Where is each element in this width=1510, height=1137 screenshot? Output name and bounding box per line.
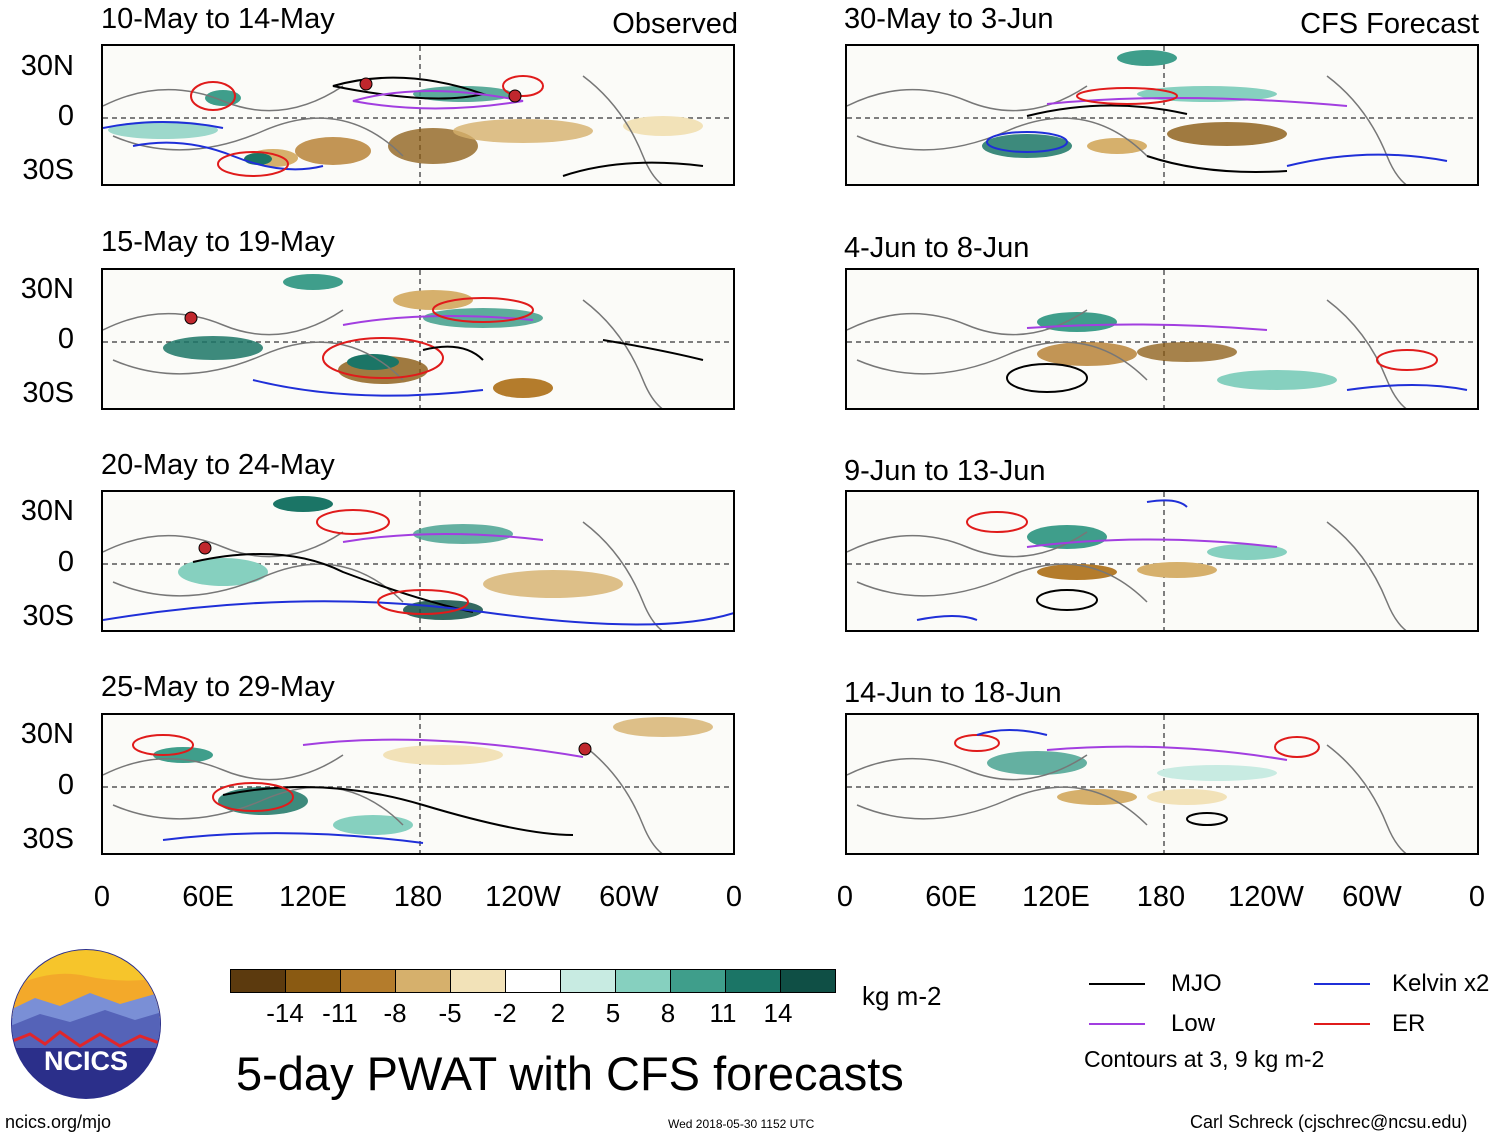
map-panel-obs-3 bbox=[101, 490, 735, 632]
colorbar-cell bbox=[615, 969, 671, 993]
colorbar-tick: 11 bbox=[709, 998, 737, 1028]
lat-label-eq: 0 bbox=[57, 769, 74, 801]
colorbar-cell bbox=[670, 969, 726, 993]
legend-label-kelvin: Kelvin x2 bbox=[1392, 970, 1490, 997]
panel-title-obs-2: 15-May to 19-May bbox=[101, 226, 335, 258]
colorbar-tick: 5 bbox=[605, 998, 621, 1028]
panel-title-fc-3: 9-Jun to 13-Jun bbox=[844, 455, 1046, 487]
panel-title-obs-3: 20-May to 24-May bbox=[101, 449, 335, 481]
colorbar-tick: -2 bbox=[493, 998, 517, 1028]
main-title: 5-day PWAT with CFS forecasts bbox=[236, 1047, 904, 1100]
legend-swatch-low bbox=[1089, 1023, 1145, 1025]
panel-title-fc-4: 14-Jun to 18-Jun bbox=[844, 677, 1062, 709]
lon-label-60w: 60W bbox=[599, 881, 659, 913]
colorbar-tick: -8 bbox=[383, 998, 407, 1028]
map-panel-fc-3 bbox=[845, 490, 1479, 632]
lat-label-30n: 30N bbox=[20, 273, 74, 305]
lat-label-30n: 30N bbox=[20, 50, 74, 82]
legend-label-mjo: MJO bbox=[1171, 970, 1222, 997]
colorbar-cell bbox=[285, 969, 341, 993]
lon-label-0-end: 0 bbox=[1468, 881, 1486, 913]
lon-label-180: 180 bbox=[1136, 881, 1186, 913]
footer-link[interactable]: ncics.org/mjo bbox=[5, 1112, 112, 1132]
colorbar-cell bbox=[340, 969, 396, 993]
lat-label-30s: 30S bbox=[22, 377, 74, 409]
ncics-logo: NCICS bbox=[11, 949, 161, 1099]
lat-label-eq: 0 bbox=[57, 546, 74, 578]
colorbar-cell bbox=[230, 969, 286, 993]
footer-author: Carl Schreck (cjschrec@ncsu.edu) bbox=[1190, 1112, 1468, 1132]
lon-label-120w: 120W bbox=[485, 881, 561, 913]
lat-label-30s: 30S bbox=[22, 154, 74, 186]
colorbar-tick: 2 bbox=[550, 998, 566, 1028]
colorbar-cell bbox=[505, 969, 561, 993]
colorbar-cell bbox=[395, 969, 451, 993]
colorbar-cell bbox=[780, 969, 836, 993]
map-panel-obs-1 bbox=[101, 44, 735, 186]
legend-swatch-kelvin bbox=[1314, 983, 1370, 985]
lat-label-30n: 30N bbox=[20, 718, 74, 750]
map-panel-fc-1 bbox=[845, 44, 1479, 186]
panel-tag-observed: Observed bbox=[612, 8, 738, 40]
lon-label-120w: 120W bbox=[1228, 881, 1304, 913]
panel-title-obs-4: 25-May to 29-May bbox=[101, 671, 335, 703]
colorbar-tick: -5 bbox=[438, 998, 462, 1028]
legend-note: Contours at 3, 9 kg m-2 bbox=[1084, 1046, 1325, 1072]
lat-label-eq: 0 bbox=[57, 323, 74, 355]
legend-label-er: ER bbox=[1392, 1010, 1426, 1037]
lon-label-120e: 120E bbox=[279, 881, 347, 913]
lat-label-30s: 30S bbox=[22, 600, 74, 632]
panel-title-fc-1: 30-May to 3-Jun bbox=[844, 3, 1054, 35]
panel-title-fc-2: 4-Jun to 8-Jun bbox=[844, 232, 1030, 264]
colorbar-tick: -14 bbox=[266, 998, 304, 1028]
colorbar-tick: -11 bbox=[322, 998, 358, 1028]
lon-label-0: 0 bbox=[93, 881, 111, 913]
map-panel-obs-4 bbox=[101, 713, 735, 855]
legend-swatch-mjo bbox=[1089, 983, 1145, 985]
lon-label-60e: 60E bbox=[925, 881, 977, 913]
lon-label-0-end: 0 bbox=[725, 881, 743, 913]
colorbar-cell bbox=[450, 969, 506, 993]
panel-title-obs-1: 10-May to 14-May bbox=[101, 3, 335, 35]
colorbar-tick: 14 bbox=[763, 998, 793, 1028]
logo-text: NCICS bbox=[44, 1046, 128, 1076]
legend-label-low: Low bbox=[1171, 1010, 1216, 1037]
colorbar-cell bbox=[560, 969, 616, 993]
colorbar-cell bbox=[725, 969, 781, 993]
lat-label-eq: 0 bbox=[57, 100, 74, 132]
map-panel-fc-4 bbox=[845, 713, 1479, 855]
panel-tag-forecast: CFS Forecast bbox=[1300, 8, 1479, 40]
lat-label-30s: 30S bbox=[22, 823, 74, 855]
colorbar-unit: kg m-2 bbox=[862, 981, 942, 1011]
map-panel-obs-2 bbox=[101, 268, 735, 410]
map-panel-fc-2 bbox=[845, 268, 1479, 410]
lon-label-0: 0 bbox=[836, 881, 854, 913]
legend-swatch-er bbox=[1314, 1023, 1370, 1025]
footer-timestamp: Wed 2018-05-30 1152 UTC bbox=[668, 1117, 815, 1131]
lon-label-60w: 60W bbox=[1342, 881, 1402, 913]
lon-label-120e: 120E bbox=[1022, 881, 1090, 913]
lat-label-30n: 30N bbox=[20, 495, 74, 527]
colorbar-tick: 8 bbox=[660, 998, 676, 1028]
lon-label-60e: 60E bbox=[182, 881, 234, 913]
lon-label-180: 180 bbox=[393, 881, 443, 913]
